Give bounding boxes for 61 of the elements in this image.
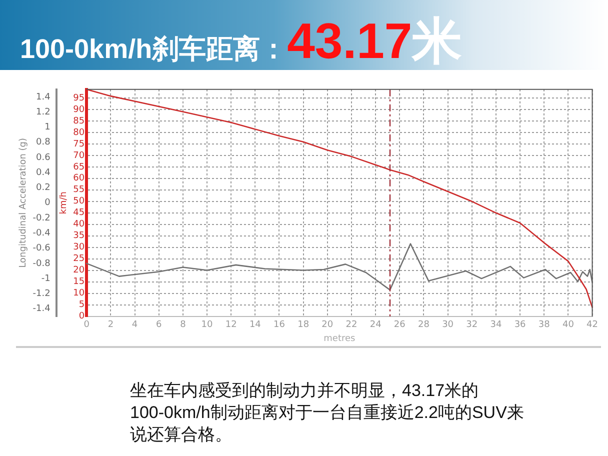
x-tick-label: 38 [538, 320, 550, 330]
y-tick-label: 0 [78, 312, 85, 322]
y-tick-label: 85 [73, 116, 85, 126]
y2-tick-label: 0 [44, 198, 51, 208]
y-tick-label: 10 [73, 288, 85, 299]
y2-tick-label: 0.4 [36, 168, 51, 178]
x-tick-label: 2 [108, 320, 114, 330]
y2-tick-label: 1.4 [36, 92, 51, 102]
x-tick-label: 16 [274, 320, 286, 330]
y2-tick-label: -1 [41, 274, 50, 284]
y-tick-label: 30 [73, 242, 85, 253]
x-tick-label: 10 [201, 320, 214, 330]
y2-tick-label: -0.6 [32, 244, 51, 254]
y2-tick-label: 0.2 [36, 183, 50, 194]
x-tick-label: 14 [249, 320, 262, 330]
x-axis-title: metres [324, 334, 356, 344]
y2-axis-title: Longitudinal Acceleration (g) [18, 138, 29, 268]
x-tick-label: 22 [346, 320, 358, 330]
y-tick-label: 90 [73, 104, 85, 115]
chart-title: 100-0km/h刹车距离：43.17米 [20, 12, 462, 71]
x-tick-label: 36 [514, 320, 526, 330]
x-tick-label: 18 [298, 320, 310, 330]
y-axis-title: km/h [59, 192, 70, 214]
y-tick-label: 35 [73, 231, 85, 242]
y-tick-label: 75 [73, 139, 85, 150]
x-tick-label: 12 [225, 320, 237, 330]
y-tick-label: 65 [73, 162, 85, 172]
x-tick-label: 32 [466, 320, 478, 330]
y-tick-label: 40 [73, 220, 85, 230]
y-tick-label: 20 [73, 266, 85, 276]
y2-tick-label: 0.6 [36, 152, 51, 163]
y-tick-label: 70 [73, 150, 85, 161]
x-tick-label: 8 [180, 320, 186, 330]
y-tick-label: 95 [73, 93, 85, 104]
y-tick-label: 15 [73, 277, 85, 288]
y-tick-label: 55 [73, 185, 85, 196]
text: 坐在车内感受到的制动力并不明显，43.17米的100-0km/h制动距离对于一台自重接近2.2吨的SUV来说还算合格。 [130, 380, 525, 446]
y2-tick-label: -0.8 [32, 258, 51, 269]
x-tick-label: 40 [562, 320, 574, 330]
x-tick-label: 28 [418, 320, 430, 330]
y-tick-label: 50 [73, 196, 85, 207]
y-tick-label: 45 [73, 208, 85, 218]
y-tick-label: 5 [78, 300, 85, 310]
y2-tick-label: -1.2 [32, 289, 50, 300]
x-tick-label: 42 [586, 320, 598, 330]
x-tick-label: 20 [322, 320, 334, 330]
y-tick-label: 25 [73, 254, 85, 264]
y2-tick-label: -0.4 [32, 228, 51, 239]
x-tick-label: 6 [156, 320, 162, 330]
x-tick-label: 30 [442, 320, 454, 330]
x-tick-label: 4 [132, 320, 138, 330]
y2-tick-label: 1.2 [36, 107, 50, 118]
y-tick-label: 60 [73, 174, 85, 184]
y-tick-label: 80 [73, 128, 85, 138]
y2-tick-label: 1 [44, 122, 50, 133]
x-tick-label: 24 [370, 320, 382, 330]
y2-tick-label: -0.2 [32, 213, 50, 224]
x-tick-label: 26 [394, 320, 406, 330]
y2-tick-label: 0.8 [36, 138, 51, 148]
x-tick-label: 34 [490, 320, 502, 330]
y2-tick-label: -1.4 [32, 304, 51, 314]
